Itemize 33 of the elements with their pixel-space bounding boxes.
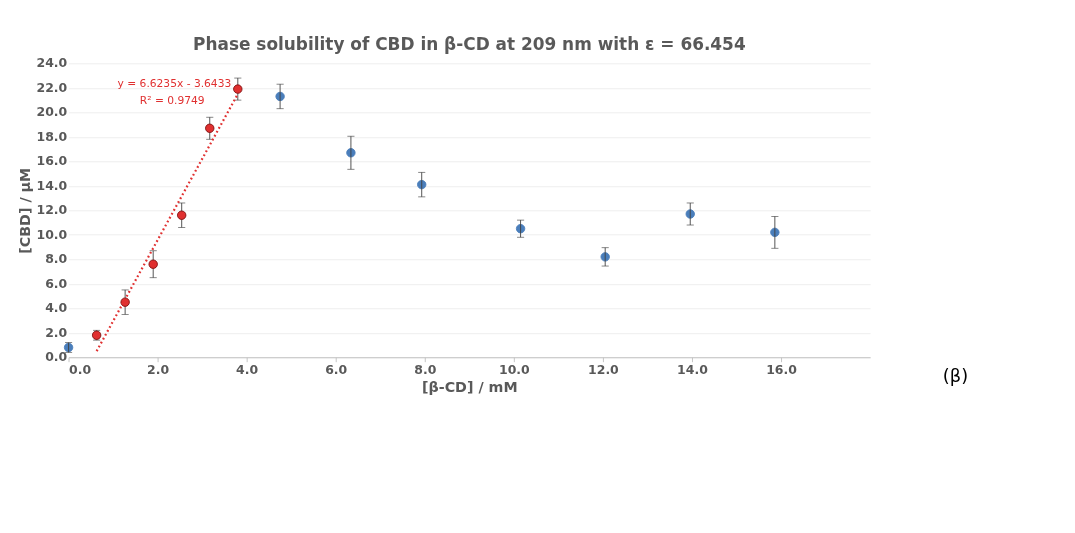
y-tick-label: 8.0 [45, 251, 68, 267]
chart-title: Phase solubility of CBD in β-CD at 209 nm with ε = 66.454 [193, 34, 746, 55]
x-tick-label: 16.0 [766, 361, 798, 377]
y-tick-label: 10.0 [36, 226, 68, 242]
y-tick-label: 20.0 [36, 104, 68, 120]
point [177, 210, 187, 220]
point [233, 84, 243, 94]
y-tick-label: 12.0 [36, 202, 68, 218]
annotation: y = 6.6235x - 3.6433 [117, 76, 232, 90]
point [148, 259, 158, 269]
y-tick-label: 14.0 [36, 177, 68, 193]
text: (β) [942, 365, 969, 387]
point [205, 123, 215, 133]
annotation: R² = 0.9749 [139, 94, 205, 108]
y-tick-label: 24.0 [36, 55, 68, 71]
x-axis-title: [β-CD] / mM [422, 378, 518, 395]
x-tick-label: 4.0 [236, 361, 259, 377]
x-tick-label: 8.0 [414, 361, 437, 377]
x-tick-label: 0.0 [69, 361, 92, 377]
y-tick-label: 6.0 [45, 275, 68, 291]
x-tick-label: 10.0 [498, 361, 531, 377]
y-tick-label: 16.0 [36, 153, 68, 169]
x-tick-label: 14.0 [677, 361, 709, 377]
point [120, 297, 130, 307]
y-tick-label: 2.0 [45, 324, 68, 340]
x-tick-label: 2.0 [147, 361, 170, 377]
y-tick-label: 18.0 [36, 128, 68, 144]
x-tick-label: 12.0 [588, 361, 620, 377]
y-tick-label: 22.0 [36, 79, 68, 95]
y-tick-label: 0.0 [45, 349, 68, 365]
x-tick-label: 6.0 [325, 361, 348, 377]
y-tick-label: 4.0 [45, 300, 68, 316]
y-axis-title: [CBD] / µM [17, 167, 34, 254]
